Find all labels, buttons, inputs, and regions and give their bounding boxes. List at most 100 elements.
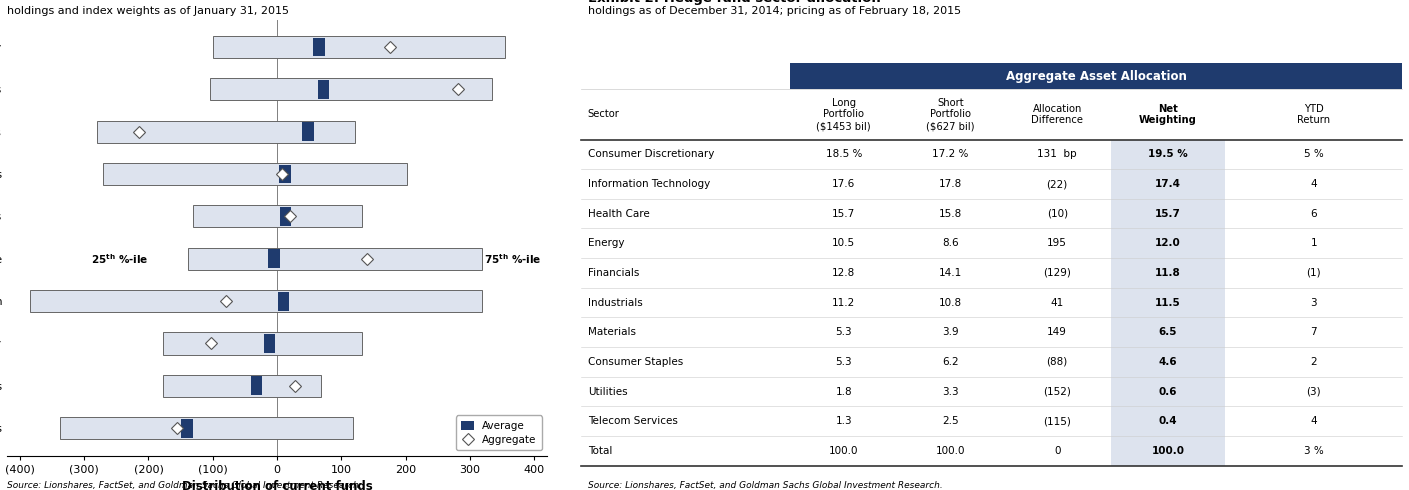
Bar xyxy=(1110,377,1226,406)
Text: Materials: Materials xyxy=(588,327,635,337)
Text: 10.5: 10.5 xyxy=(833,238,855,248)
Text: 12.0: 12.0 xyxy=(1155,238,1181,248)
Bar xyxy=(302,122,314,141)
Text: Utilities: Utilities xyxy=(588,387,627,396)
Bar xyxy=(317,80,330,99)
Text: 3.9: 3.9 xyxy=(943,327,958,337)
Text: holdings as of December 31, 2014; pricing as of February 18, 2015: holdings as of December 31, 2014; pricin… xyxy=(588,6,961,16)
Text: (22): (22) xyxy=(1047,179,1068,189)
Text: (88): (88) xyxy=(1047,357,1068,367)
Text: Net
Weighting: Net Weighting xyxy=(1138,104,1198,125)
Text: 100.0: 100.0 xyxy=(1151,446,1185,456)
Bar xyxy=(251,376,262,395)
Bar xyxy=(162,375,321,397)
Text: 1.8: 1.8 xyxy=(836,387,852,396)
Text: 14.1: 14.1 xyxy=(938,268,962,278)
Bar xyxy=(193,205,362,227)
Text: Information Technology: Information Technology xyxy=(588,179,710,189)
Text: 15.8: 15.8 xyxy=(938,209,962,219)
Text: Allocation
Difference: Allocation Difference xyxy=(1031,104,1084,125)
Bar xyxy=(210,78,492,100)
Text: Consumer Staples: Consumer Staples xyxy=(588,357,683,367)
Text: Total: Total xyxy=(588,446,612,456)
Text: 41: 41 xyxy=(1051,297,1064,308)
Bar xyxy=(790,63,1402,89)
Text: (10): (10) xyxy=(1047,209,1068,219)
Text: 1: 1 xyxy=(1310,238,1317,248)
Bar xyxy=(30,290,482,312)
Text: (129): (129) xyxy=(1043,268,1071,278)
Text: 1.3: 1.3 xyxy=(836,416,852,426)
Text: Long
Portfolio
($1453 bil): Long Portfolio ($1453 bil) xyxy=(816,98,871,131)
Text: 5 %: 5 % xyxy=(1303,149,1323,159)
Bar xyxy=(213,36,506,58)
Text: 17.6: 17.6 xyxy=(833,179,855,189)
Text: 6.2: 6.2 xyxy=(943,357,958,367)
Text: 3 %: 3 % xyxy=(1303,446,1323,456)
Bar xyxy=(189,248,482,270)
Text: 10.8: 10.8 xyxy=(938,297,962,308)
Bar xyxy=(279,207,292,226)
Bar xyxy=(1110,169,1226,199)
Text: 17.4: 17.4 xyxy=(1155,179,1181,189)
Text: 6: 6 xyxy=(1310,209,1317,219)
Bar xyxy=(1110,228,1226,258)
Text: Energy: Energy xyxy=(588,238,624,248)
Text: 12.8: 12.8 xyxy=(833,268,855,278)
Text: Source: Lionshares, FactSet, and Goldman Sachs Global Investment Research.: Source: Lionshares, FactSet, and Goldman… xyxy=(7,481,362,490)
Text: (115): (115) xyxy=(1043,416,1071,426)
Text: 15.7: 15.7 xyxy=(1155,209,1181,219)
Bar xyxy=(278,292,289,311)
Bar xyxy=(1110,140,1226,169)
Bar xyxy=(263,334,275,353)
Bar xyxy=(162,333,362,354)
Bar xyxy=(1110,436,1226,466)
Text: 5.3: 5.3 xyxy=(836,327,852,337)
Text: Sector: Sector xyxy=(588,109,620,120)
Text: 11.5: 11.5 xyxy=(1155,297,1181,308)
Text: 149: 149 xyxy=(1047,327,1067,337)
Text: Exhibit 2: Hedge fund sector allocation: Exhibit 2: Hedge fund sector allocation xyxy=(588,0,881,5)
Text: 2.5: 2.5 xyxy=(943,416,958,426)
Text: 3.3: 3.3 xyxy=(943,387,958,396)
Bar xyxy=(182,419,193,438)
Text: 8.6: 8.6 xyxy=(943,238,958,248)
Text: Consumer Discretionary: Consumer Discretionary xyxy=(588,149,714,159)
Text: (152): (152) xyxy=(1043,387,1071,396)
Bar xyxy=(1110,318,1226,347)
Text: 11.8: 11.8 xyxy=(1155,268,1181,278)
Bar xyxy=(279,165,290,183)
Text: Aggregate Asset Allocation: Aggregate Asset Allocation xyxy=(1006,70,1186,83)
Text: 0: 0 xyxy=(1054,446,1061,456)
Text: 3: 3 xyxy=(1310,297,1317,308)
Text: holdings and index weights as of January 31, 2015: holdings and index weights as of January… xyxy=(7,6,289,16)
Text: 18.5 %: 18.5 % xyxy=(826,149,862,159)
Text: 195: 195 xyxy=(1047,238,1067,248)
Text: 7: 7 xyxy=(1310,327,1317,337)
Text: (1): (1) xyxy=(1306,268,1322,278)
Text: YTD
Return: YTD Return xyxy=(1298,104,1330,125)
Bar xyxy=(97,121,355,143)
Text: Source: Lionshares, FactSet, and Goldman Sachs Global Investment Research.: Source: Lionshares, FactSet, and Goldman… xyxy=(588,481,943,490)
Text: 17.8: 17.8 xyxy=(938,179,962,189)
Bar xyxy=(59,417,352,439)
Bar xyxy=(268,249,279,268)
Text: 5.3: 5.3 xyxy=(836,357,852,367)
Text: $\mathbf{25^{th}}$ %-ile: $\mathbf{25^{th}}$ %-ile xyxy=(92,252,148,266)
Text: 100.0: 100.0 xyxy=(828,446,858,456)
Text: $\mathbf{75^{th}}$ %-ile: $\mathbf{75^{th}}$ %-ile xyxy=(485,252,541,266)
Text: (3): (3) xyxy=(1306,387,1322,396)
Text: Short
Portfolio
($627 bil): Short Portfolio ($627 bil) xyxy=(926,98,975,131)
Text: Health Care: Health Care xyxy=(588,209,650,219)
Text: 0.4: 0.4 xyxy=(1158,416,1178,426)
Text: Financials: Financials xyxy=(588,268,640,278)
X-axis label: Distribution of current funds: Distribution of current funds xyxy=(182,480,372,490)
Bar xyxy=(1110,199,1226,228)
Text: 100.0: 100.0 xyxy=(936,446,965,456)
Text: 4.6: 4.6 xyxy=(1158,357,1178,367)
Bar xyxy=(1110,258,1226,288)
Text: Telecom Services: Telecom Services xyxy=(588,416,678,426)
Legend: Average, Aggregate: Average, Aggregate xyxy=(457,416,542,450)
Bar xyxy=(1110,288,1226,318)
Text: 15.7: 15.7 xyxy=(833,209,855,219)
